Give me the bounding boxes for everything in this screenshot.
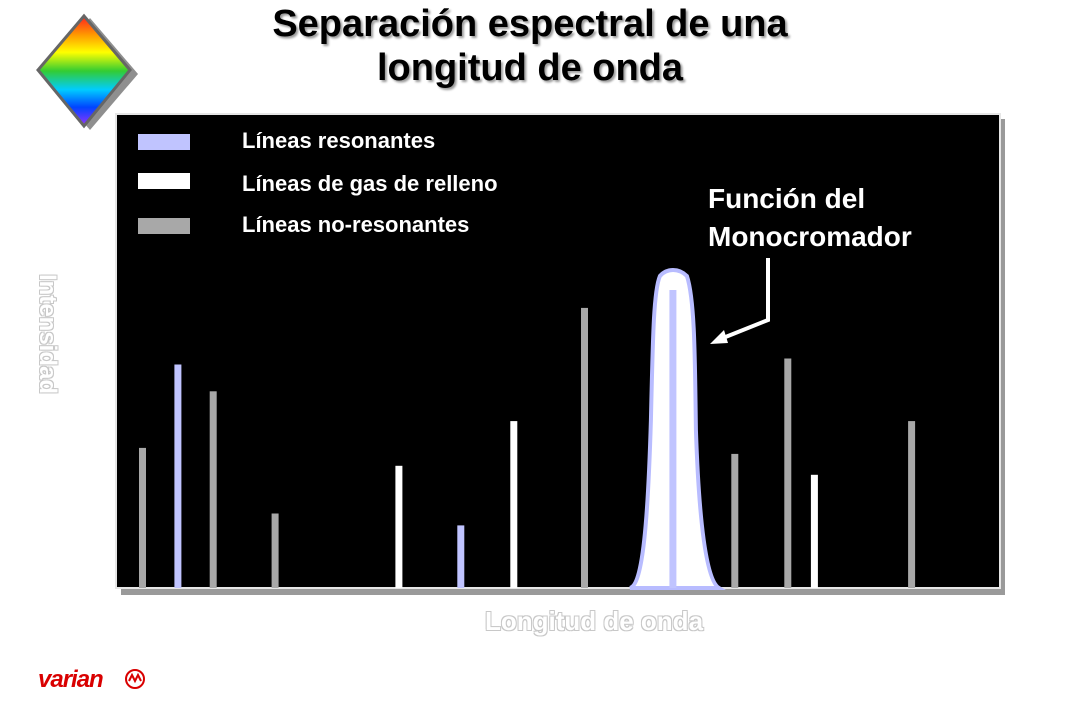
spectral-line-2-3 [581,307,588,588]
annotation-line-1: Función del [708,183,866,214]
spectral-line-1-1 [510,421,518,588]
annotation-arrowhead [710,330,728,344]
x-axis-label: Longitud de onda [484,606,704,636]
spectral-line-1-2 [810,474,818,588]
rainbow-diamond-icon [36,13,138,130]
spectral-line-0-0 [174,364,182,588]
legend-label-resonant: Líneas resonantes [242,128,436,153]
monochromator-annotation: Función del Monocromador [708,180,998,256]
spectral-line-2-6 [908,421,916,588]
spectral-line-0-1 [457,525,465,588]
varian-symbol-icon [125,669,145,689]
y-axis-label: Intensidad [34,273,61,395]
spectral-line-2-2 [271,513,279,588]
page-title: Separación espectral de una longitud de … [150,2,910,90]
spectral-line-2-0 [139,447,146,588]
spectral-line-2-1 [209,391,217,588]
plot-area [115,113,1001,589]
spectral-line-0-2 [669,290,677,588]
legend-swatch-fill-gas [138,173,190,189]
legend-label-non-resonant: Líneas no-resonantes [242,212,470,237]
title-line-2: longitud de onda [376,47,684,89]
varian-logo-text: varian [38,666,104,693]
annotation-line-2: Monocromador [708,221,912,252]
legend-swatch-non-resonant [138,218,190,234]
spectral-line-2-4 [731,453,739,588]
annotation-arrow [717,258,770,342]
title-line-1: Separación espectral de una [272,3,788,45]
spectral-line-1-0 [395,465,403,588]
legend-swatch-resonant [138,134,190,150]
legend-label-fill-gas: Líneas de gas de relleno [242,171,498,196]
spectral-line-2-5 [784,358,792,588]
